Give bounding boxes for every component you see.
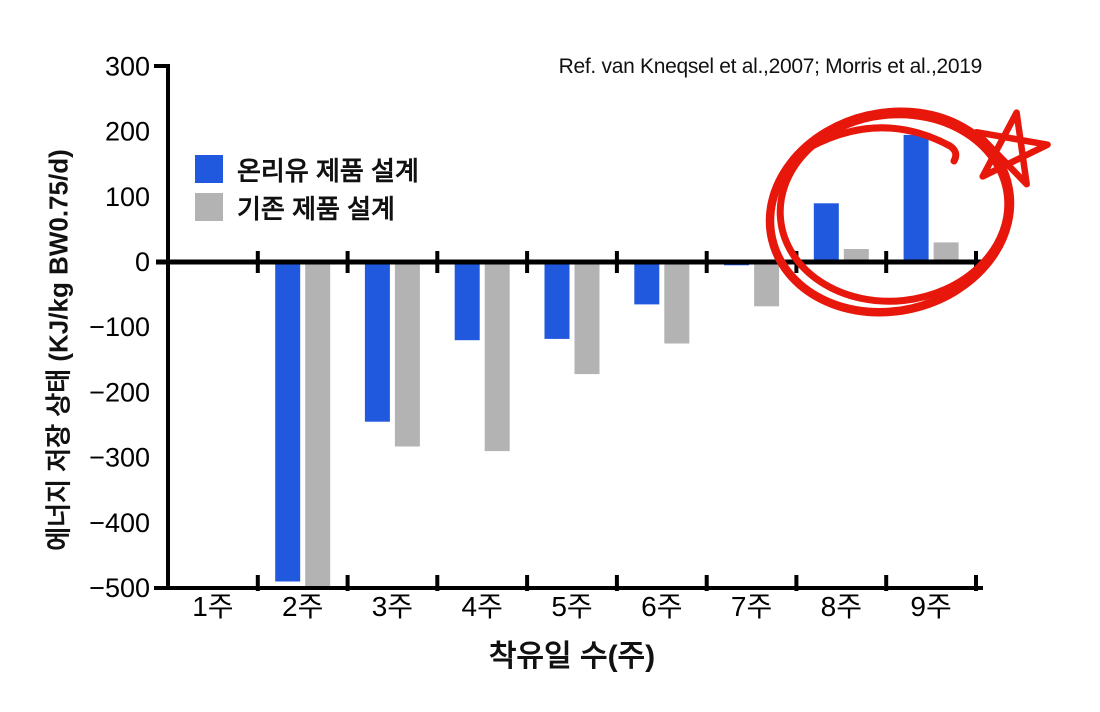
bar-blue-5주 xyxy=(544,262,570,339)
x-tick-label: 6주 xyxy=(641,591,682,622)
legend-swatch-blue xyxy=(195,155,223,183)
legend-swatch-gray xyxy=(195,193,223,221)
bar-blue-9주 xyxy=(903,134,929,262)
x-axis-title: 착유일 수(주) xyxy=(488,640,656,673)
bar-gray-9주 xyxy=(933,242,959,262)
y-tick-label: −400 xyxy=(89,508,150,538)
legend: 온리유 제품 설계 기존 제품 설계 xyxy=(195,155,419,231)
y-tick-label: 100 xyxy=(105,182,150,212)
bar-gray-3주 xyxy=(394,262,420,447)
bars-group xyxy=(275,134,959,588)
y-tick-label: 0 xyxy=(135,247,150,277)
bar-gray-8주 xyxy=(843,249,869,262)
legend-item-new-design: 온리유 제품 설계 xyxy=(195,155,419,186)
bar-gray-6주 xyxy=(664,262,690,344)
y-tick-label: −500 xyxy=(89,573,150,603)
y-tick-label: −300 xyxy=(89,443,150,473)
bar-blue-6주 xyxy=(634,262,660,305)
x-tick-label: 4주 xyxy=(462,591,503,622)
legend-label-old-design: 기존 제품 설계 xyxy=(237,193,395,224)
x-tick-label: 9주 xyxy=(910,591,951,622)
bar-gray-4주 xyxy=(484,262,510,452)
bar-blue-2주 xyxy=(275,262,301,582)
bar-blue-8주 xyxy=(813,203,839,262)
bar-gray-7주 xyxy=(754,262,780,307)
highlight-star xyxy=(973,109,1051,188)
bar-gray-5주 xyxy=(574,262,600,375)
x-tick-label: 5주 xyxy=(551,591,592,622)
highlight-circle-inner xyxy=(776,111,1012,305)
reference-text: Ref. van Kneqsel et al.,2007; Morris et … xyxy=(558,55,983,78)
y-tick-label: −100 xyxy=(89,312,150,342)
bar-blue-4주 xyxy=(454,262,480,341)
legend-item-old-design: 기존 제품 설계 xyxy=(195,193,419,224)
y-tick-label: 200 xyxy=(105,117,150,147)
legend-label-new-design: 온리유 제품 설계 xyxy=(237,155,419,186)
y-tick-label: −200 xyxy=(89,377,150,407)
bar-blue-3주 xyxy=(364,262,390,422)
y-tick-label: 300 xyxy=(105,51,150,81)
x-tick-labels: 1주 2주 3주 4주 5주 6주 7주 8주 9주 xyxy=(192,591,952,622)
highlight-top-stroke xyxy=(794,124,960,165)
x-tick-label: 3주 xyxy=(372,591,413,622)
x-tick-label: 2주 xyxy=(282,591,323,622)
x-tick-label: 7주 xyxy=(731,591,772,622)
y-tick-labels: 300 200 100 0 −100 −200 −300 −400 −500 xyxy=(89,51,150,603)
x-tick-label: 8주 xyxy=(821,591,862,622)
x-tick-label: 1주 xyxy=(192,591,233,622)
bar-gray-2주 xyxy=(305,262,331,588)
